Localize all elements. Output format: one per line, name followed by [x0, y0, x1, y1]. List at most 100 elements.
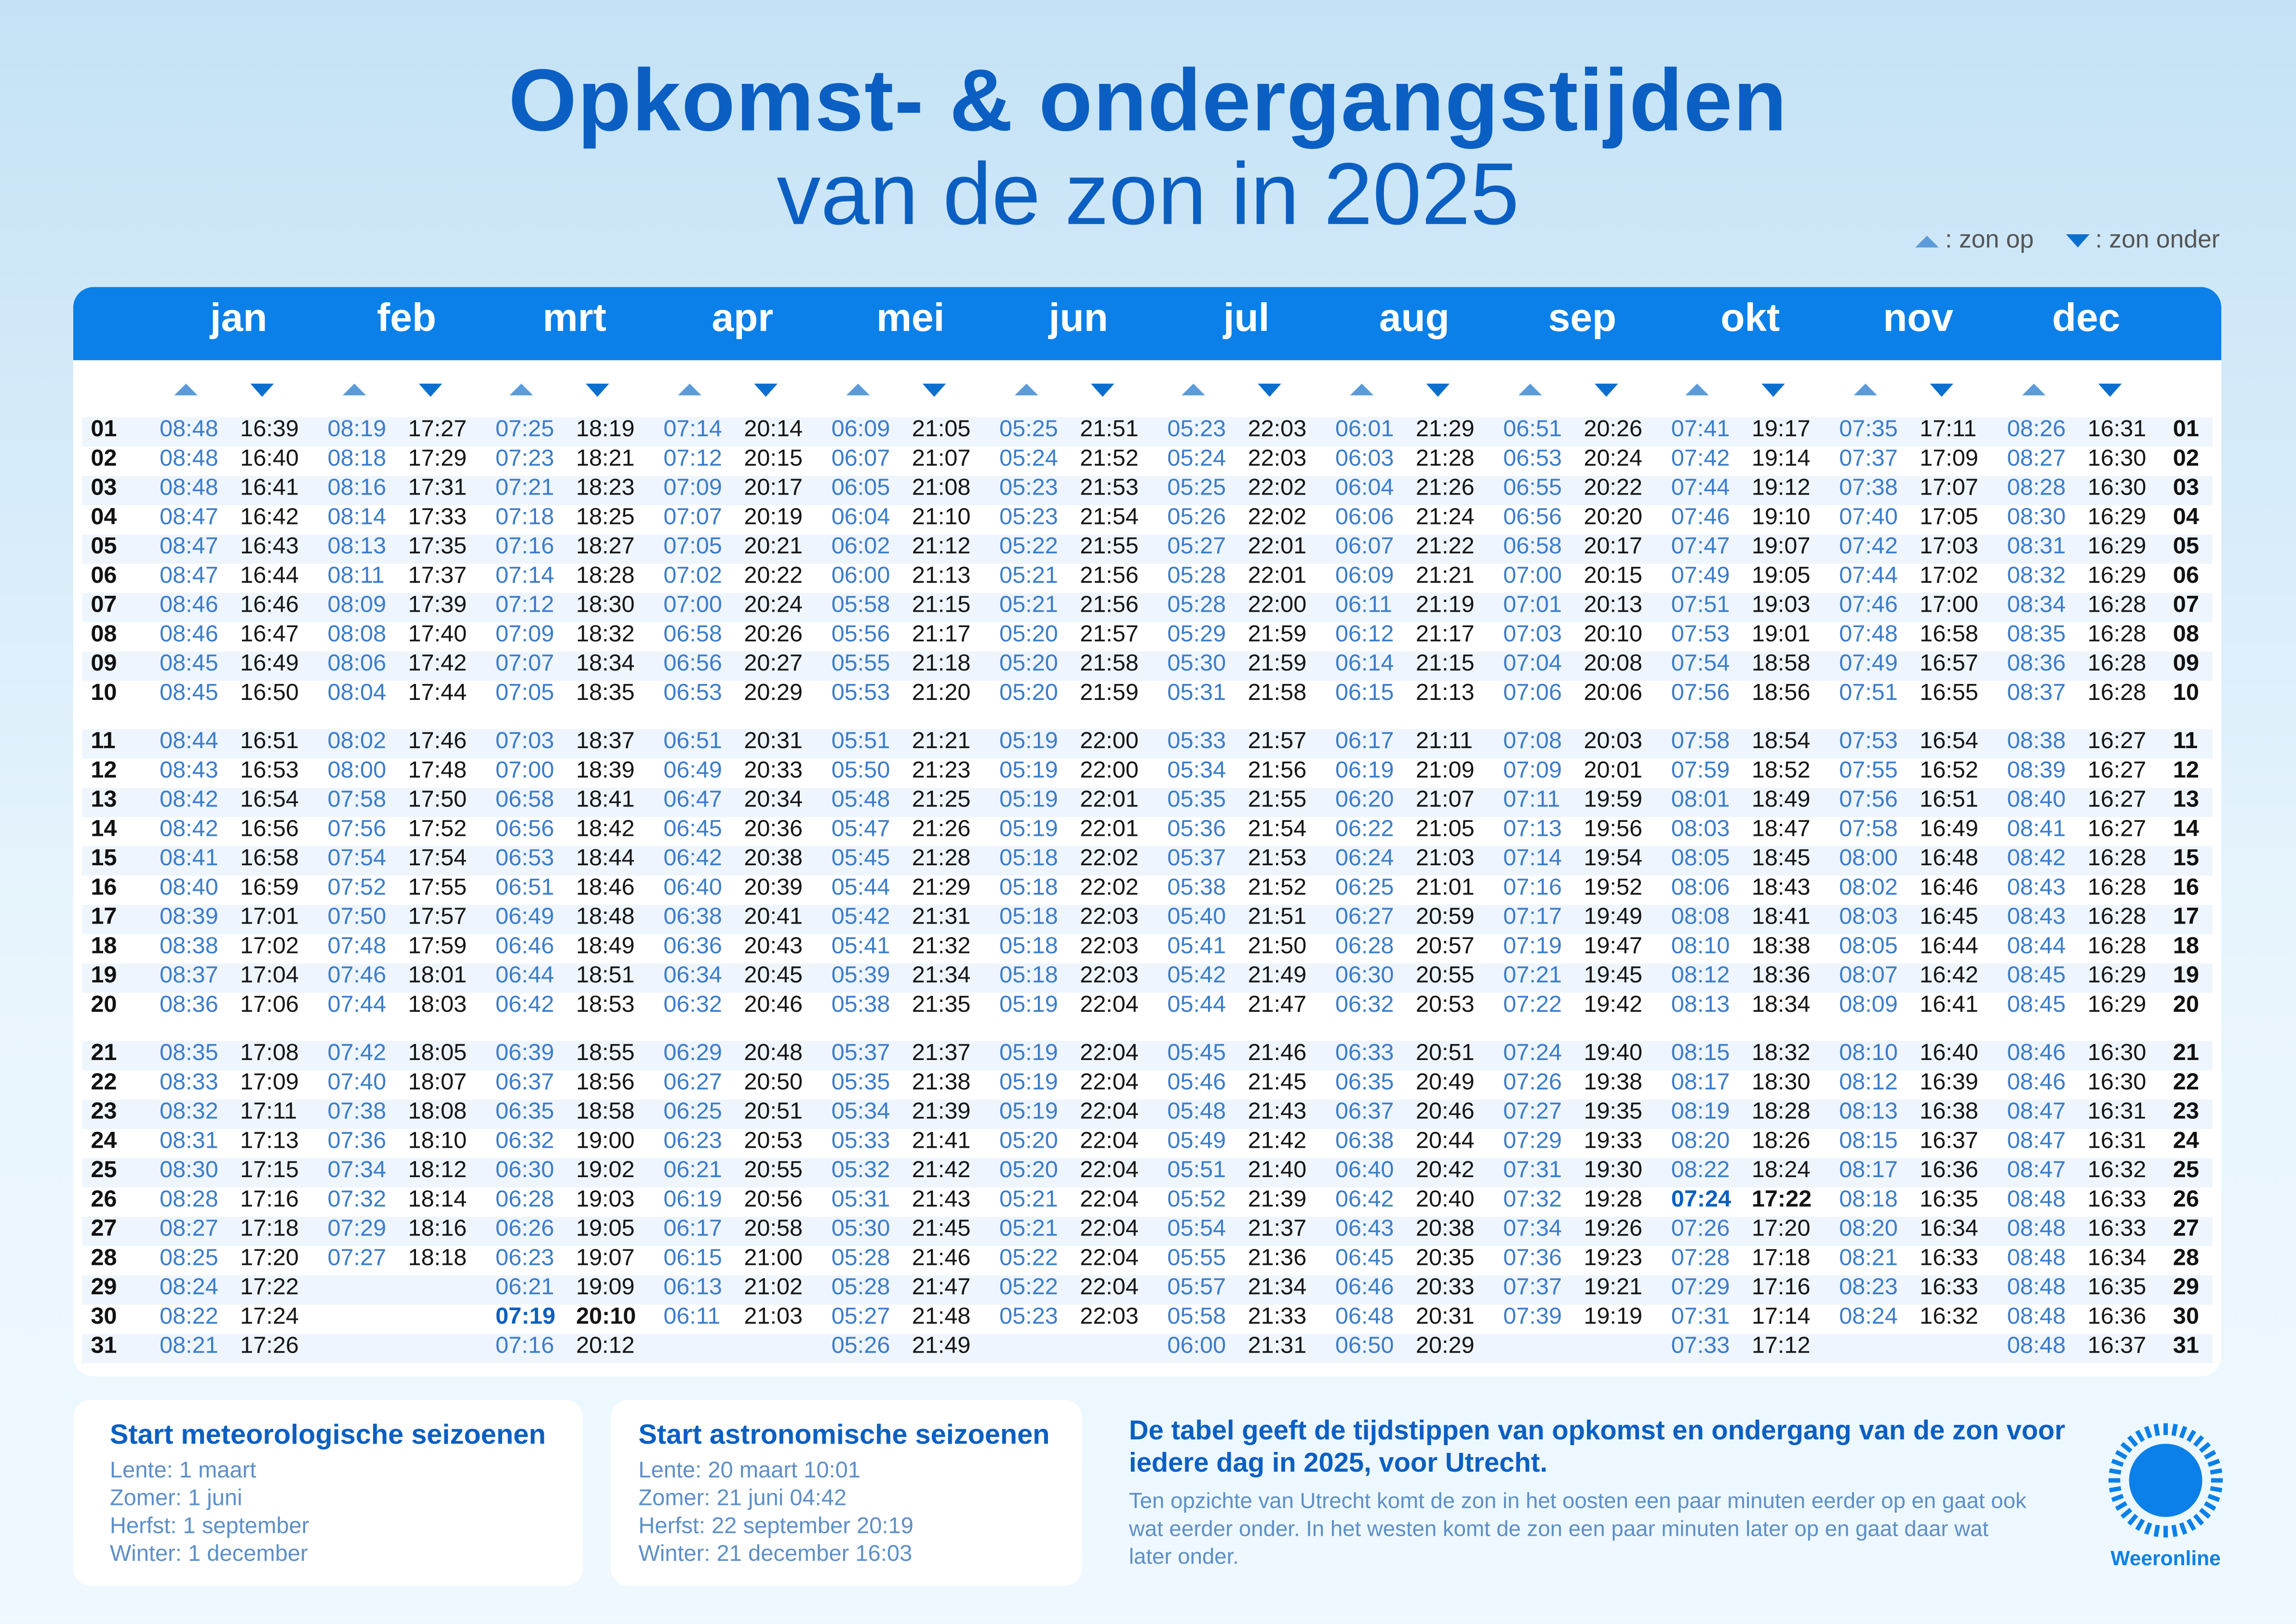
sunset-time: 18:42 — [576, 817, 635, 842]
sunrise-time: 08:46 — [160, 593, 218, 618]
sunrise-time: 08:15 — [1839, 1128, 1898, 1154]
sunrise-time: 08:19 — [327, 417, 387, 443]
sunset-time: 17:40 — [408, 622, 467, 647]
sunset-time: 20:44 — [1416, 1128, 1475, 1154]
month-label: apr — [712, 295, 774, 340]
sunrise-time: 07:21 — [495, 476, 554, 501]
sunset-time: 18:25 — [576, 505, 635, 530]
sunset-time: 17:22 — [1751, 1187, 1812, 1213]
sunset-time: 21:59 — [1080, 681, 1139, 706]
sunset-time: 19:26 — [1584, 1217, 1643, 1242]
sunrise-time: 07:50 — [327, 905, 387, 930]
sun-ray — [2203, 1501, 2216, 1511]
sunrise-time: 06:17 — [1335, 729, 1394, 754]
sunset-time: 22:01 — [1080, 788, 1139, 813]
sunset-time: 21:58 — [1080, 651, 1139, 677]
sunset-time: 18:30 — [576, 593, 635, 618]
sunrise-time: 07:26 — [1671, 1217, 1730, 1242]
day-number: 04 — [2173, 505, 2199, 530]
sunrise-time: 06:23 — [495, 1246, 554, 1271]
sunset-time: 21:21 — [912, 729, 971, 754]
day-number: 25 — [91, 1158, 117, 1183]
row-background — [82, 1275, 2213, 1305]
sunrise-time: 07:00 — [1503, 564, 1562, 589]
sunset-time: 18:14 — [408, 1187, 467, 1213]
astro-line: Lente: 20 maart 10:01 — [638, 1458, 861, 1484]
sun-ray — [2210, 1468, 2223, 1475]
day-number: 06 — [2173, 564, 2199, 589]
sunset-time: 18:24 — [1751, 1158, 1811, 1183]
day-number: 31 — [91, 1334, 117, 1359]
sunset-time: 19:59 — [1584, 788, 1643, 813]
row-background — [82, 846, 2213, 876]
sunset-time: 21:01 — [1416, 875, 1475, 901]
day-number: 08 — [2173, 622, 2199, 647]
sunset-triangle-icon — [922, 383, 946, 397]
sunset-time: 21:08 — [912, 476, 971, 501]
sunrise-time: 05:34 — [1167, 758, 1226, 784]
row-background — [82, 1100, 2213, 1129]
sunset-time: 17:59 — [408, 934, 467, 959]
sunrise-time: 07:56 — [1839, 788, 1898, 813]
sunset-time: 22:02 — [1248, 476, 1307, 501]
day-number: 09 — [2173, 651, 2199, 677]
sunset-time: 16:32 — [1920, 1304, 1978, 1330]
sunset-time: 20:45 — [744, 963, 803, 989]
sunrise-time: 07:02 — [663, 564, 722, 589]
day-number: 27 — [91, 1217, 117, 1242]
sunset-time: 16:28 — [2087, 593, 2147, 618]
sunset-time: 20:34 — [744, 788, 803, 813]
sunrise-time: 06:58 — [663, 622, 722, 647]
sunset-triangle-icon — [2066, 234, 2090, 248]
sunset-time: 21:55 — [1080, 534, 1139, 560]
sunset-time: 21:05 — [1416, 817, 1475, 842]
sunrise-time: 05:22 — [999, 1275, 1058, 1301]
sunset-time: 18:27 — [576, 534, 635, 560]
day-number: 21 — [2173, 1041, 2199, 1066]
sunrise-time: 08:38 — [2007, 729, 2066, 754]
sunrise-time: 07:01 — [1503, 593, 1562, 618]
sunrise-time: 08:20 — [1671, 1128, 1730, 1154]
sunrise-time: 07:38 — [327, 1100, 387, 1125]
sunset-time: 18:41 — [1751, 905, 1811, 930]
sunrise-time: 05:24 — [999, 446, 1058, 472]
sunrise-time: 05:29 — [1167, 622, 1226, 647]
sunrise-time: 05:20 — [999, 1128, 1058, 1154]
sunset-time: 20:55 — [1416, 963, 1475, 989]
day-number: 11 — [2173, 729, 2198, 754]
sunrise-time: 07:32 — [1503, 1187, 1562, 1213]
sunset-time: 16:28 — [2087, 651, 2147, 677]
sunset-time: 17:37 — [408, 564, 467, 589]
sunrise-time: 07:59 — [1671, 758, 1730, 784]
sunset-time: 21:53 — [1080, 476, 1139, 501]
sunset-time: 21:56 — [1080, 593, 1139, 618]
sunrise-triangle-icon — [342, 383, 366, 396]
sunrise-time: 05:57 — [1167, 1275, 1226, 1301]
sunset-time: 21:09 — [1416, 758, 1475, 784]
sunset-time: 18:03 — [408, 993, 467, 1018]
sunrise-time: 07:00 — [663, 593, 722, 618]
sunrise-time: 05:56 — [831, 622, 890, 647]
day-number: 08 — [91, 622, 117, 647]
sunset-time: 21:15 — [1416, 651, 1475, 677]
sunset-time: 22:04 — [1080, 1041, 1139, 1066]
sunrise-time: 07:40 — [327, 1070, 387, 1096]
row-background — [82, 476, 2213, 505]
sunrise-time: 07:24 — [1503, 1041, 1562, 1066]
sunrise-triangle-icon — [174, 383, 198, 396]
sunrise-time: 07:33 — [1671, 1334, 1730, 1359]
day-number: 15 — [2173, 846, 2199, 872]
sunset-time: 22:03 — [1080, 905, 1139, 930]
sunrise-time: 08:36 — [160, 993, 218, 1018]
sunset-time: 16:27 — [2087, 788, 2147, 813]
sunrise-time: 08:17 — [1671, 1070, 1730, 1096]
sunset-time: 16:28 — [2087, 681, 2147, 706]
sunrise-time: 07:29 — [1503, 1128, 1562, 1154]
sunset-time: 22:01 — [1248, 564, 1307, 589]
sunrise-triangle-icon — [678, 383, 702, 396]
sunrise-time: 07:18 — [495, 505, 554, 530]
sunset-time: 20:56 — [744, 1187, 803, 1213]
sun-ray — [2115, 1450, 2128, 1460]
day-number: 19 — [2173, 963, 2199, 989]
sunrise-time: 06:03 — [1335, 446, 1394, 472]
